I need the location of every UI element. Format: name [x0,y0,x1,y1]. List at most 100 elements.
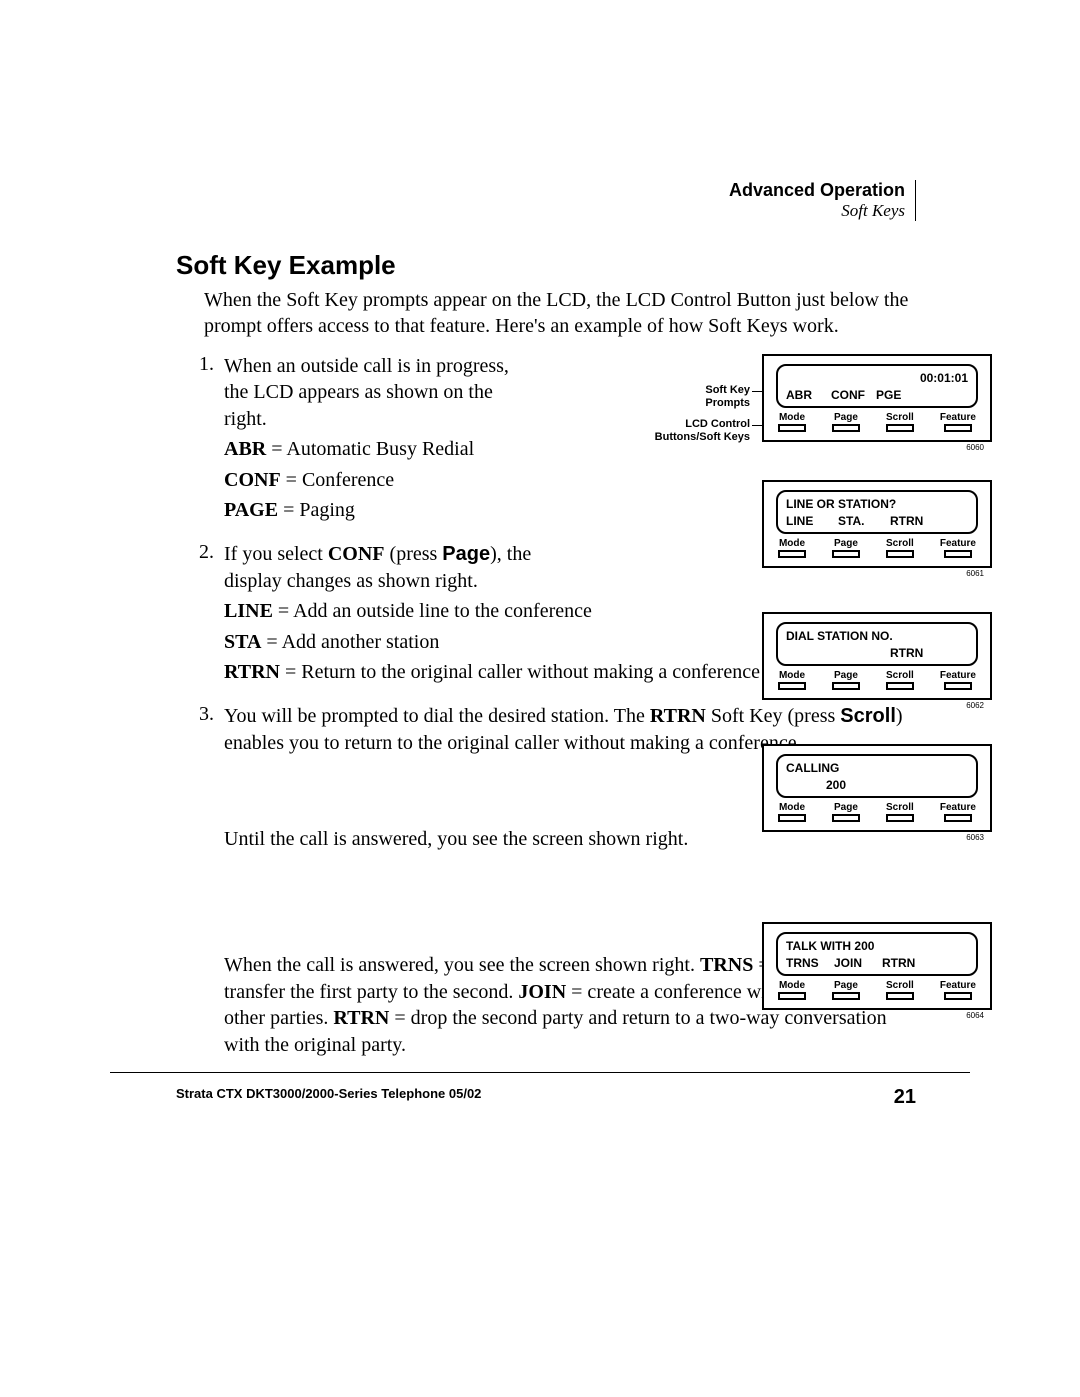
lcd-diagram-5: TALK WITH 200 TRNS JOIN RTRN Mode Page S… [762,922,992,1010]
t: JOIN [518,981,566,1003]
abbr-val: = Add another station [261,631,439,653]
t: Prompts [705,397,750,409]
t: Mode [779,980,805,991]
lcd-button: Feature [940,538,976,558]
header-subtitle: Soft Keys [729,201,905,221]
lcd-button: Page [832,670,860,690]
lcd-diagram-4: CALLING 200 Mode Page Scroll Feature 606… [762,744,992,832]
lcd-button: Page [832,538,860,558]
lcd-button: Feature [940,412,976,432]
lcd-button: Mode [778,670,806,690]
lcd-button-row: Mode Page Scroll Feature [764,668,990,698]
lcd-screen: CALLING 200 [776,754,978,798]
t: TRNS [700,954,753,976]
lcd-softkey-row: RTRN [786,645,968,662]
t: Soft Key (press [706,705,840,727]
lcd-time: 00:01:01 [786,370,968,387]
abbr-val: = Conference [281,469,394,491]
page-footer: Strata CTX DKT3000/2000-Series Telephone… [176,1086,916,1109]
lcd-screen: DIAL STATION NO. RTRN [776,622,978,666]
lcd-button: Feature [940,670,976,690]
lcd-button: Feature [940,980,976,1000]
abbr-val: = Paging [278,499,355,521]
item-text: When an outside call is in progress, the… [224,353,524,432]
t: (press [385,543,443,565]
t: RTRN [650,705,706,727]
lcd-button: Mode [778,538,806,558]
t: Feature [940,412,976,423]
t: Page [834,980,858,991]
lcd-diagram-3: DIAL STATION NO. RTRN Mode Page Scroll F… [762,612,992,700]
t: Page [834,412,858,423]
lcd-sk: LINE [786,513,838,530]
t: Scroll [886,802,914,813]
t: Buttons/Soft Keys [655,431,750,443]
item-number: 2. [176,541,224,689]
lcd-sk: RTRN [882,955,930,972]
footer-rule [110,1072,970,1073]
lcd-button: Page [832,980,860,1000]
lcd-button-row: Mode Page Scroll Feature [764,800,990,830]
lcd-button: Mode [778,802,806,822]
t: Mode [779,412,805,423]
lcd-screen: 00:01:01 ABR CONF PGE [776,364,978,408]
lcd-button: Scroll [886,538,914,558]
lcd-button: Page [832,802,860,822]
figure-number: 6063 [966,833,984,842]
item-text: If you select CONF (press Page), the dis… [224,541,584,594]
t: Feature [940,802,976,813]
lcd-diagram-2: LINE OR STATION? LINE STA. RTRN Mode Pag… [762,480,992,568]
t: Page [834,802,858,813]
t: Scroll [886,980,914,991]
lcd-sk: CONF [831,387,876,404]
lcd-line: TALK WITH 200 [786,938,968,955]
callout-lcdcontrol: LCD ControlButtons/Soft Keys [620,418,750,444]
lcd-button-row: Mode Page Scroll Feature [764,978,990,1008]
figure-number: 6061 [966,569,984,578]
lcd-button-row: Mode Page Scroll Feature [764,410,990,440]
lcd-sk: RTRN [890,645,942,662]
lcd-screen: TALK WITH 200 TRNS JOIN RTRN [776,932,978,976]
t: Mode [779,802,805,813]
item-number: 1. [176,353,224,527]
lcd-diagram-1: 00:01:01 ABR CONF PGE Mode Page Scroll F… [762,354,992,442]
lcd-button: Scroll [886,670,914,690]
footer-text: Strata CTX DKT3000/2000-Series Telephone… [176,1086,481,1109]
abbr-key: LINE [224,600,273,622]
t: CONF [328,543,385,565]
intro-paragraph: When the Soft Key prompts appear on the … [176,287,916,339]
t: Scroll [886,538,914,549]
lcd-button: Page [832,412,860,432]
t: RTRN [333,1007,389,1029]
lcd-sk: ABR [786,387,831,404]
lcd-button: Mode [778,412,806,432]
lcd-softkey-row: ABR CONF PGE [786,387,968,404]
t: If you select [224,543,328,565]
lcd-button: Scroll [886,802,914,822]
abbr-key: STA [224,631,261,653]
lcd-button: Mode [778,980,806,1000]
lcd-sk: TRNS [786,955,834,972]
lcd-sk [838,645,890,662]
t: Feature [940,538,976,549]
lcd-screen: LINE OR STATION? LINE STA. RTRN [776,490,978,534]
lcd-line: CALLING [786,760,968,777]
figure-number: 6064 [966,1011,984,1020]
lcd-button-row: Mode Page Scroll Feature [764,536,990,566]
section-heading: Soft Key Example [176,250,916,281]
figure-number: 6062 [966,701,984,710]
lcd-button: Feature [940,802,976,822]
lcd-sk: STA. [838,513,890,530]
figure-number: 6060 [966,443,984,452]
t: Scroll [840,705,896,727]
abbr-val: = Return to the original caller without … [280,661,760,683]
abbr-key: CONF [224,469,281,491]
page-number: 21 [894,1086,916,1109]
t: Feature [940,670,976,681]
lcd-sk [786,645,838,662]
lcd-sk: JOIN [834,955,882,972]
t: Scroll [886,412,914,423]
lcd-line: 200 [786,777,968,794]
t: When the call is answered, you see the s… [224,954,700,976]
t: You will be prompted to dial the desired… [224,705,650,727]
